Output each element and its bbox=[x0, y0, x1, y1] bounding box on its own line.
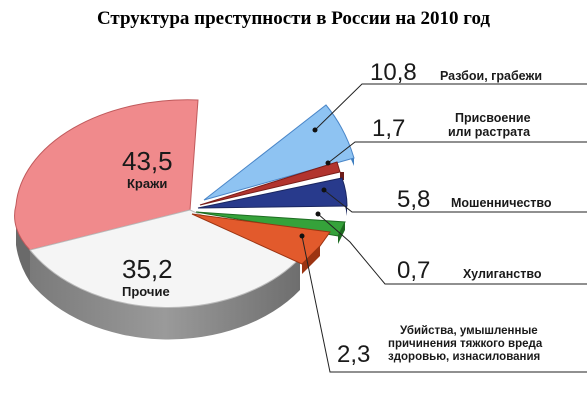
chart-title: Структура преступности в России на 2010 … bbox=[96, 8, 491, 29]
label-value-khuliganstvo: 0,7 bbox=[397, 257, 430, 284]
leader-dots bbox=[299, 127, 331, 239]
slice-prisvoenie bbox=[199, 161, 341, 206]
slice-prochie bbox=[29, 209, 301, 308]
label-name-prochie: Прочие bbox=[122, 284, 170, 299]
label-name-krazhi: Кражи bbox=[127, 176, 167, 191]
label-value-prochie: 35,2 bbox=[122, 254, 173, 284]
label-name-moshennichestvo: Мошенничество bbox=[451, 196, 552, 210]
slice-ubiistva bbox=[191, 213, 331, 265]
slice-khuliganstvo-side bbox=[338, 222, 345, 244]
label-value-prisvoenie: 1,7 bbox=[372, 115, 405, 142]
label-name-khuliganstvo: Хулиганство bbox=[463, 267, 542, 281]
label-name-ubiistva-line3: здоровью, изнасилования bbox=[388, 351, 540, 363]
label-name-ubiistva-line1: Убийства, умышленные bbox=[400, 325, 538, 337]
label-value-moshennichestvo: 5,8 bbox=[397, 186, 430, 213]
label-value-razboi: 10,8 bbox=[370, 59, 417, 86]
pie-side bbox=[30, 250, 300, 340]
leader-lines bbox=[301, 83, 587, 373]
label-value-ubiistva: 2,3 bbox=[337, 341, 370, 368]
label-name-prisvoenie-line1: Присвоение bbox=[455, 111, 531, 125]
label-name-prisvoenie-line2: или растрата bbox=[448, 125, 531, 139]
slice-ubiistva-side bbox=[302, 246, 320, 274]
slice-moshennichestvo bbox=[197, 177, 348, 209]
label-name-ubiistva-line2: причинения тяжкого вреда bbox=[388, 338, 543, 350]
label-value-krazhi: 43,5 bbox=[122, 146, 173, 176]
slice-krazhi bbox=[14, 99, 199, 251]
label-name-razboi: Разбои, грабежи bbox=[440, 69, 542, 83]
